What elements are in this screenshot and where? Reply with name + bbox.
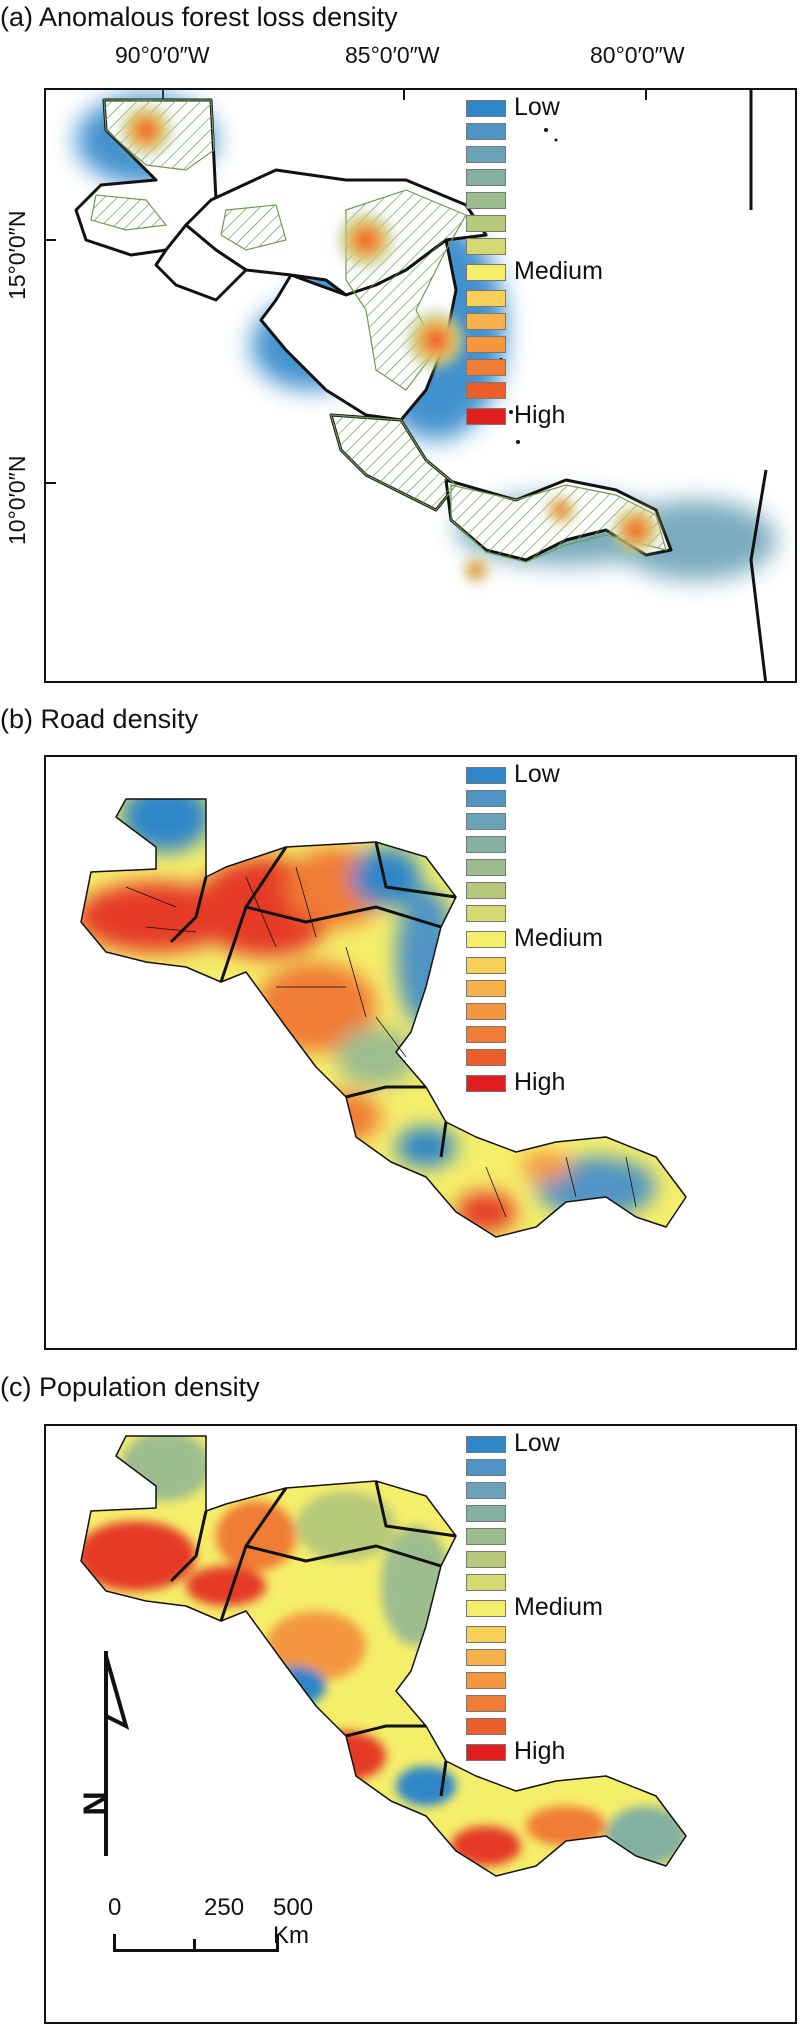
longitude-label-85w: 85°0′0″W: [345, 42, 440, 68]
legend-swatch-7: [466, 238, 506, 255]
scale-label-500: 500 Km: [273, 1894, 314, 1949]
legend-c-swatch-7: [466, 1574, 506, 1591]
road-density-boundaries: [80, 798, 687, 1238]
legend-b-swatch-9: [466, 957, 506, 974]
legend-swatch-8: [466, 264, 506, 281]
legend-b-swatch-6: [466, 882, 506, 899]
legend-c-swatch-3: [466, 1482, 506, 1499]
north-arrow-icon: [104, 1651, 130, 1856]
scale-label-0: 0: [108, 1894, 122, 1921]
legend-c-swatch-12: [466, 1695, 506, 1712]
legend-swatch-2: [466, 123, 506, 140]
legend-c-swatch-6: [466, 1551, 506, 1568]
panel-a-title: (a) Anomalous forest loss density: [0, 2, 398, 32]
legend-b-swatch-1: [466, 767, 506, 784]
legend-b-low-label: Low: [514, 760, 560, 788]
legend-high-label: High: [514, 401, 566, 429]
scale-label-250: 250: [204, 1894, 245, 1921]
legend-swatch-13: [466, 382, 506, 399]
legend-swatch-14: [466, 408, 506, 425]
legend-swatch-12: [466, 359, 506, 376]
legend-c-swatch-4: [466, 1505, 506, 1522]
panel-c-title: (c) Population density: [0, 1372, 260, 1402]
panel-c-map: [80, 1435, 687, 1877]
latitude-label-15n: 15°0′0″N: [4, 210, 30, 300]
panel-b-title: (b) Road density: [0, 704, 199, 734]
legend-b-swatch-13: [466, 1049, 506, 1066]
legend-swatch-10: [466, 313, 506, 330]
legend-c-low-label: Low: [514, 1429, 560, 1457]
legend-swatch-4: [466, 169, 506, 186]
scale-bar: 0 250 500 Km: [101, 1894, 341, 1974]
population-boundaries: [80, 1435, 687, 1877]
legend-b-high-label: High: [514, 1068, 566, 1096]
legend-c-swatch-5: [466, 1528, 506, 1545]
panel-b-map-frame: Low Medium High: [44, 755, 797, 1350]
legend-medium-label: Medium: [514, 257, 603, 285]
north-arrow-label: N: [76, 1791, 115, 1816]
legend-b-swatch-11: [466, 1003, 506, 1020]
legend-b-swatch-3: [466, 813, 506, 830]
legend-c-swatch-8: [466, 1600, 506, 1617]
legend-c-swatch-2: [466, 1459, 506, 1476]
country-outlines: [74, 90, 768, 681]
legend-c-high-label: High: [514, 1737, 566, 1765]
panel-c-map-frame: N 0 250 500 Km Low Medium High: [44, 1424, 797, 2024]
legend-swatch-3: [466, 146, 506, 163]
panel-a-map: [46, 90, 776, 681]
legend-b-swatch-7: [466, 905, 506, 922]
forest-hatch-areas: [90, 99, 667, 563]
legend-b-swatch-8: [466, 931, 506, 948]
legend-swatch-11: [466, 336, 506, 353]
longitude-label-90w: 90°0′0″W: [115, 42, 210, 68]
forest-loss-hotspots: [118, 102, 662, 584]
legend-b-swatch-12: [466, 1026, 506, 1043]
legend-b-swatch-4: [466, 836, 506, 853]
latitude-label-10n: 10°0′0″N: [4, 455, 30, 545]
legend-c-swatch-13: [466, 1718, 506, 1735]
legend-c-swatch-1: [466, 1436, 506, 1453]
legend-b-swatch-5: [466, 859, 506, 876]
legend-c-swatch-14: [466, 1744, 506, 1761]
legend-c-medium-label: Medium: [514, 1593, 603, 1621]
legend-b-medium-label: Medium: [514, 924, 603, 952]
legend-swatch-9: [466, 290, 506, 307]
legend-b-swatch-2: [466, 790, 506, 807]
legend-b-swatch-14: [466, 1075, 506, 1092]
legend-b-swatch-10: [466, 980, 506, 997]
panel-a-map-frame: Low Medium High: [44, 88, 797, 683]
panel-b-map: [80, 798, 687, 1238]
legend-swatch-5: [466, 192, 506, 209]
legend-c-swatch-9: [466, 1626, 506, 1643]
longitude-label-80w: 80°0′0″W: [590, 42, 685, 68]
legend-low-label: Low: [514, 93, 560, 121]
legend-swatch-6: [466, 215, 506, 232]
legend-swatch-1: [466, 100, 506, 117]
legend-c-swatch-10: [466, 1649, 506, 1666]
legend-c-swatch-11: [466, 1672, 506, 1689]
